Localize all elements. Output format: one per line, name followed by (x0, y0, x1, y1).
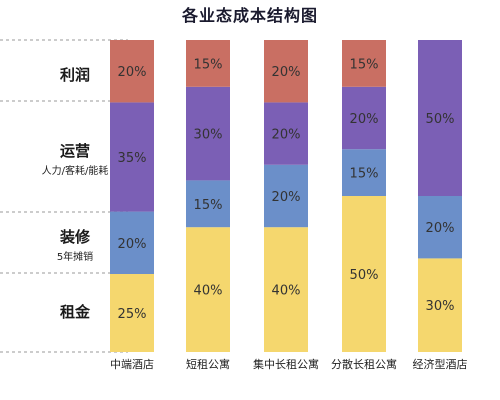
bar-segment-3-0 (342, 196, 386, 352)
data-label-1-3: 15% (194, 57, 223, 72)
chart-title: 各业态成本结构图 (181, 6, 318, 25)
row-label-0: 利润 (60, 66, 90, 84)
bar-segment-4-0 (418, 258, 462, 352)
row-sublabel-2: 5年摊销 (57, 250, 93, 263)
category-label-3: 分散长租公寓 (331, 357, 397, 371)
row-label-1: 运营 (60, 142, 90, 160)
bar-segment-1-2 (186, 86, 230, 181)
bar-segment-0-0 (110, 274, 154, 352)
category-label-2: 集中长租公寓 (253, 357, 319, 371)
data-label-2-2: 20% (272, 128, 301, 143)
bar-segment-0-2 (110, 102, 154, 212)
bar-segment-4-2 (418, 40, 462, 196)
bars: 25% 20% 35% 20% 40% 15% 30% 15% 40% 20% 20% 20% 50% 1… (110, 40, 462, 352)
data-label-2-3: 20% (272, 65, 301, 80)
data-label-2-0: 40% (272, 284, 301, 299)
data-label-1-1: 15% (194, 198, 223, 213)
bar-segment-1-0 (186, 227, 230, 352)
bar-segment-0-1 (110, 211, 154, 274)
data-label-1-2: 30% (194, 128, 223, 143)
category-labels: 中端酒店 短租公寓 集中长租公寓 分散长租公寓 经济型酒店 (110, 357, 468, 371)
category-label-0: 中端酒店 (110, 357, 154, 371)
data-label-1-0: 40% (194, 284, 223, 299)
bar-segment-2-0 (264, 227, 308, 352)
data-label-0-2: 35% (118, 151, 147, 166)
data-label-0-1: 20% (118, 237, 147, 252)
bar-segment-2-1 (264, 164, 308, 228)
data-label-3-3: 15% (350, 57, 379, 72)
data-label-4-1: 20% (426, 221, 455, 236)
category-label-1: 短租公寓 (186, 357, 230, 371)
bar-segment-1-3 (186, 40, 230, 87)
data-label-2-1: 20% (272, 190, 301, 205)
data-label-0-3: 20% (118, 65, 147, 80)
bar-segment-0-3 (110, 40, 154, 103)
bar-segment-4-1 (418, 196, 462, 259)
data-label-3-0: 50% (350, 268, 379, 283)
row-sublabel-1: 人力/客耗/能耗 (42, 164, 109, 177)
data-label-4-2: 50% (426, 112, 455, 127)
category-label-4: 经济型酒店 (413, 357, 468, 371)
bar-segment-2-2 (264, 102, 308, 165)
bar-segment-2-3 (264, 40, 308, 103)
bar-segment-3-1 (342, 149, 386, 196)
data-label-3-2: 20% (350, 112, 379, 127)
data-label-0-0: 25% (118, 307, 147, 322)
bar-segment-3-3 (342, 40, 386, 87)
row-label-3: 租金 (60, 303, 91, 321)
data-label-4-0: 30% (426, 299, 455, 314)
bar-segment-3-2 (342, 86, 386, 150)
row-label-2: 装修 (59, 228, 91, 246)
bar-segment-1-1 (186, 180, 230, 228)
data-label-3-1: 15% (350, 167, 379, 182)
